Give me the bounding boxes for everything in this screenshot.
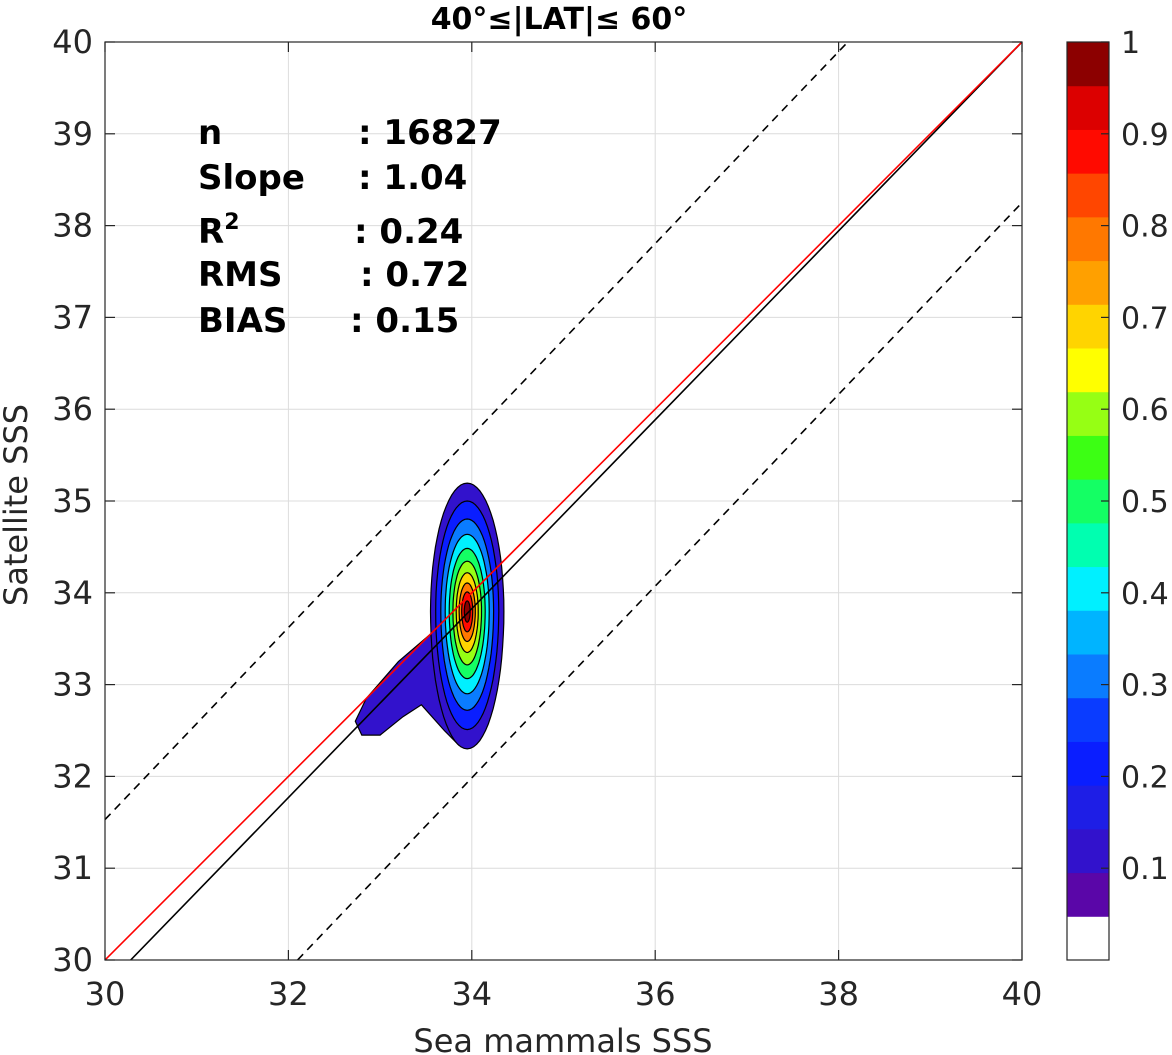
- x-tick-label: 38: [818, 975, 859, 1013]
- stat-value: : 0.15: [350, 301, 459, 341]
- colorbar-tick-label: 0.7: [1121, 301, 1169, 336]
- stat-label: BIAS: [198, 301, 287, 341]
- colorbar-tick-label: 0.8: [1121, 210, 1169, 245]
- colorbar-tick-label: 0.1: [1121, 852, 1169, 887]
- colorbar-segment: [1067, 610, 1109, 655]
- x-tick-label: 36: [635, 975, 676, 1013]
- colorbar-tick-label: 0.3: [1121, 669, 1169, 704]
- colorbar-segment: [1067, 785, 1109, 830]
- y-tick-label: 38: [52, 207, 93, 245]
- colorbar-segment: [1067, 85, 1109, 130]
- chart-title: 40°≤|LAT|≤ 60°: [431, 2, 688, 37]
- colorbar-segment: [1067, 435, 1109, 480]
- upper-line: [105, 42, 849, 821]
- y-tick-label: 39: [52, 115, 93, 153]
- colorbar-segment: [1067, 129, 1109, 174]
- y-tick-label: 37: [52, 298, 93, 336]
- colorbar: 0.1 0.2 0.3 0.4 0.5 0.6 0.7 0.8 0.9 1: [1066, 26, 1169, 961]
- colorbar-segment: [1067, 348, 1109, 393]
- x-tick-label: 32: [268, 975, 309, 1013]
- colorbar-segment: [1067, 391, 1109, 436]
- stat-superscript: 2: [224, 210, 239, 235]
- reference-lines: [105, 42, 1022, 960]
- colorbar-segment: [1067, 872, 1109, 917]
- colorbar-segment: [1067, 654, 1109, 699]
- density-tail: [354, 633, 460, 747]
- identity-line: [130, 42, 1022, 960]
- x-axis-label: Sea mammals SSS: [413, 1022, 712, 1055]
- y-axis-label: Satellite SSS: [0, 404, 35, 606]
- colorbar-segment: [1067, 828, 1109, 874]
- lower-line: [296, 202, 1022, 960]
- stat-label: n: [198, 113, 222, 153]
- ticks: 30 32 34 36 38 40 30 31 32 33 34 35 36 37 38 39 40: [52, 23, 1042, 1013]
- colorbar-tick-label: 0.5: [1121, 485, 1169, 520]
- colorbar-tick-label: 0.2: [1121, 760, 1169, 795]
- y-tick-label: 32: [52, 757, 93, 795]
- x-tick-label: 40: [1002, 975, 1043, 1013]
- colorbar-tick-label: 0.4: [1121, 577, 1169, 612]
- colorbar-segment: [1067, 522, 1109, 568]
- x-tick-label: 34: [451, 975, 492, 1013]
- colorbar-segment: [1067, 260, 1109, 305]
- density-level-10: [463, 600, 471, 623]
- y-tick-label: 35: [52, 482, 93, 520]
- y-tick-label: 33: [52, 666, 93, 704]
- stat-value: : 0.72: [360, 255, 469, 295]
- colorbar-segment: [1067, 216, 1109, 262]
- colorbar-tick-label: 0.9: [1121, 118, 1169, 153]
- y-tick-label: 40: [52, 23, 93, 61]
- colorbar-segment: [1067, 566, 1109, 611]
- colorbar-segment: [1067, 741, 1109, 786]
- stat-value: : 1.04: [358, 158, 467, 198]
- colorbar-segment: [1067, 42, 1109, 87]
- fit-line: [105, 42, 1022, 960]
- y-tick-label: 34: [52, 574, 93, 612]
- grid: [104, 41, 1023, 961]
- colorbar-segment: [1067, 304, 1109, 349]
- stat-label: Slope: [198, 158, 305, 198]
- colorbar-tick-label: 0.6: [1121, 393, 1169, 428]
- colorbar-segment: [1067, 697, 1109, 742]
- stat-label: RMS: [198, 255, 283, 295]
- x-tick-label: 30: [85, 975, 126, 1013]
- y-tick-label: 30: [52, 941, 93, 979]
- stat-value: : 0.24: [354, 212, 463, 252]
- colorbar-tick-label: 1: [1121, 26, 1140, 61]
- stat-value: : 16827: [358, 113, 502, 153]
- colorbar-segment: [1067, 916, 1109, 961]
- colorbar-segment: [1067, 173, 1109, 218]
- plot-area: 30 32 34 36 38 40 30 31 32 33 34 35 36 37 38 39 40 n : 168…: [52, 23, 1042, 1013]
- y-tick-label: 36: [52, 390, 93, 428]
- y-tick-label: 31: [52, 849, 93, 887]
